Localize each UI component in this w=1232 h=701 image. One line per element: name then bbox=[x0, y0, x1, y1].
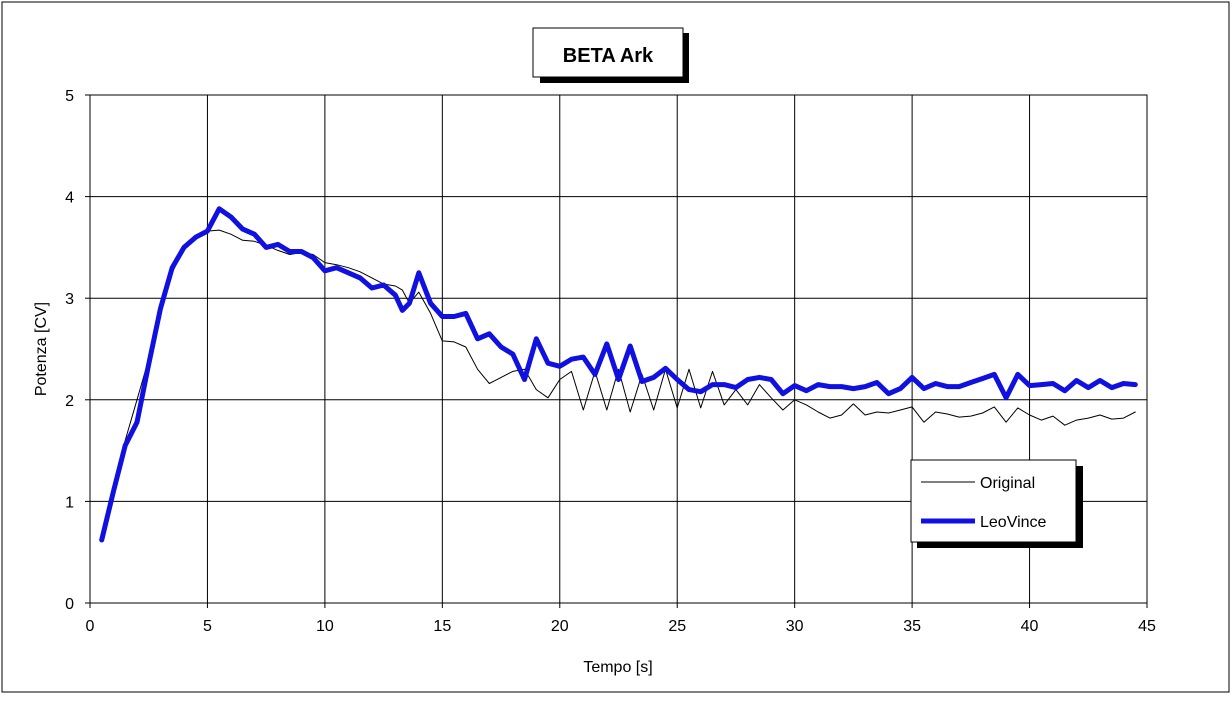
x-tick-label: 45 bbox=[1138, 618, 1156, 635]
x-tick-label: 0 bbox=[86, 618, 95, 635]
legend-label-leovince: LeoVince bbox=[980, 514, 1047, 531]
legend: Original LeoVince bbox=[910, 459, 1083, 548]
chart-title: BETA Ark bbox=[563, 45, 654, 67]
x-tick-label: 5 bbox=[203, 618, 212, 635]
legend-label-original: Original bbox=[980, 475, 1035, 492]
x-tick-label: 20 bbox=[551, 618, 569, 635]
title-box bbox=[532, 27, 684, 78]
x-tick-label: 15 bbox=[433, 618, 451, 635]
x-tick-label: 10 bbox=[316, 618, 334, 635]
series-line-leovince bbox=[99, 206, 1138, 543]
x-tick-label: 35 bbox=[903, 618, 921, 635]
x-axis-label: Tempo [s] bbox=[583, 659, 652, 676]
y-tick-label: 4 bbox=[65, 190, 74, 207]
series-layer bbox=[99, 206, 1138, 543]
x-tick-label: 40 bbox=[1021, 618, 1039, 635]
y-tick-label: 0 bbox=[65, 596, 74, 613]
series-line-original bbox=[101, 229, 1136, 541]
legend-box bbox=[910, 459, 1077, 543]
y-axis-label: Potenza [CV] bbox=[33, 302, 50, 396]
y-tick-label: 5 bbox=[65, 88, 74, 105]
y-tick-label: 3 bbox=[65, 291, 74, 308]
x-tick-label: 30 bbox=[786, 618, 804, 635]
y-tick-label: 1 bbox=[65, 494, 74, 511]
y-tick-label: 2 bbox=[65, 393, 74, 410]
x-tick-label: 25 bbox=[668, 618, 686, 635]
